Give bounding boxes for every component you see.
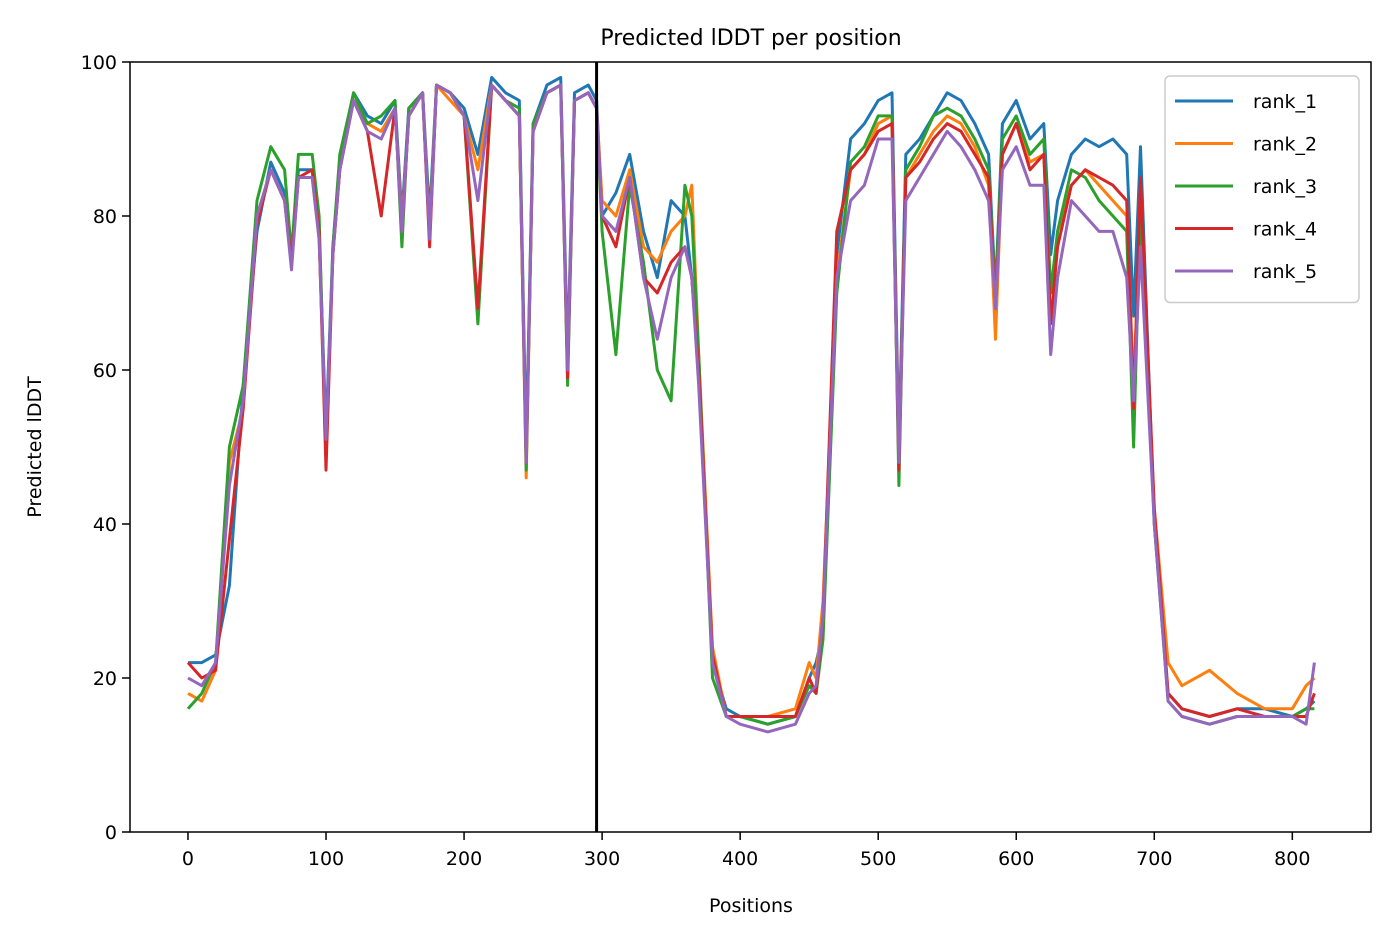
legend-box [1164,75,1360,304]
chart-title: Predicted lDDT per position [600,26,901,51]
x-tick-label: 800 [1274,848,1310,870]
x-axis-label: Positions [709,895,793,917]
legend: rank_1 rank_2 rank_3 rank_4 rank_5 [1164,75,1360,304]
legend-label-rank_5: rank_5 [1253,261,1317,283]
y-axis: 0 20 40 60 80 100 [81,52,130,844]
plot-frame [129,61,1372,833]
x-tick-label: 200 [446,848,482,870]
x-tick-label: 600 [998,848,1034,870]
x-axis: 0 100 200 300 400 500 600 700 800 [182,832,1310,870]
legend-label-rank_4: rank_4 [1253,219,1317,241]
y-axis-label: Predicted lDDT [24,376,46,518]
y-tick-label: 60 [93,360,117,382]
x-tick-label: 400 [722,848,758,870]
y-tick-label: 40 [93,514,117,536]
series-line-rank_3 [186,83,1315,726]
y-tick-label: 80 [93,206,117,228]
x-tick-label: 500 [860,848,896,870]
legend-label-rank_1: rank_1 [1253,91,1317,113]
x-tick-label: 0 [182,848,194,870]
x-tick-label: 300 [584,848,620,870]
series-layer [186,75,1316,734]
y-tick-label: 100 [81,52,117,74]
series-line-rank_5 [187,83,1316,734]
y-tick-label: 0 [105,822,117,844]
legend-label-rank_2: rank_2 [1253,134,1317,156]
x-tick-label: 100 [308,848,344,870]
x-tick-label: 700 [1136,848,1172,870]
y-tick-label: 20 [93,668,117,690]
legend-label-rank_3: rank_3 [1253,176,1317,198]
